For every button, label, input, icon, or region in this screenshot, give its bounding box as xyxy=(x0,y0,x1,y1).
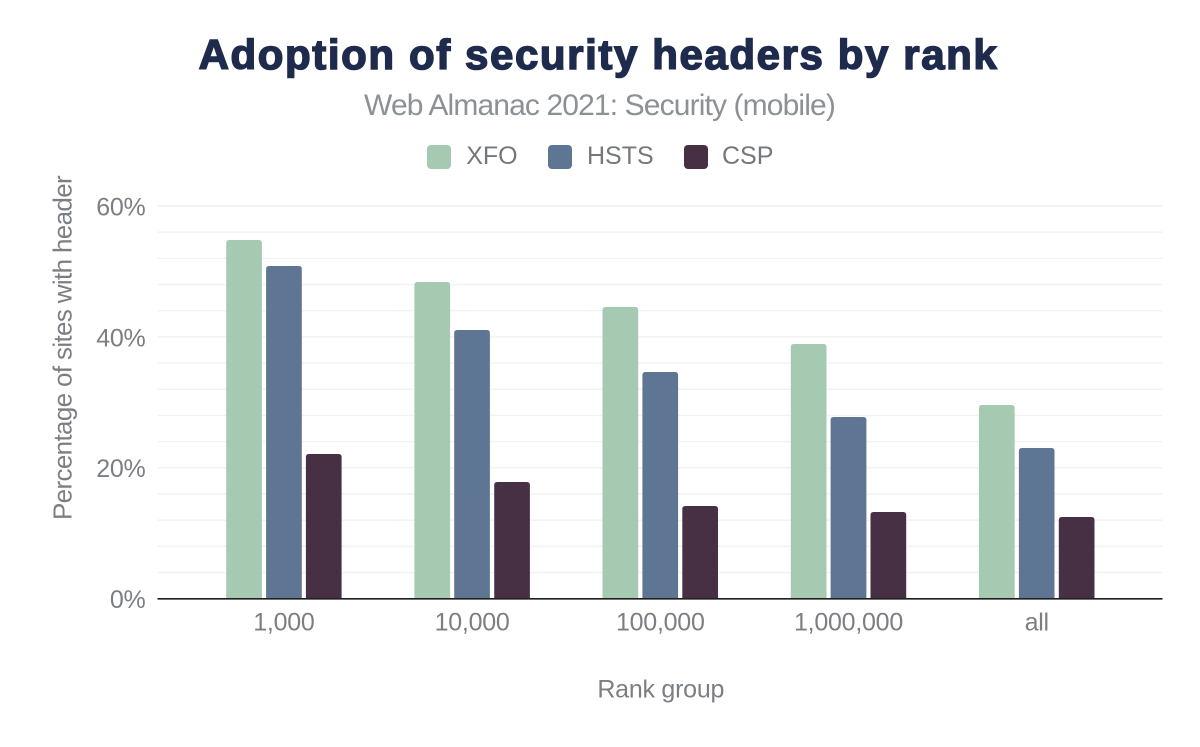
svg-text:20%: 20% xyxy=(96,455,145,483)
svg-text:Percentage of sites with heade: Percentage of sites with header xyxy=(48,175,78,520)
svg-text:Adoption of security headers b: Adoption of security headers by rank xyxy=(199,31,999,78)
svg-text:0%: 0% xyxy=(110,586,146,614)
svg-text:CSP: CSP xyxy=(722,142,773,170)
svg-text:1,000,000: 1,000,000 xyxy=(794,608,903,636)
svg-text:100,000: 100,000 xyxy=(616,608,705,636)
svg-text:1,000: 1,000 xyxy=(253,608,314,636)
svg-text:HSTS: HSTS xyxy=(587,142,654,170)
svg-text:Rank group: Rank group xyxy=(597,676,724,704)
svg-text:40%: 40% xyxy=(96,324,145,352)
svg-text:60%: 60% xyxy=(96,193,145,221)
svg-text:XFO: XFO xyxy=(466,142,517,170)
svg-text:all: all xyxy=(1025,608,1049,636)
svg-text:10,000: 10,000 xyxy=(435,608,510,636)
svg-text:Web Almanac 2021: Security (mo: Web Almanac 2021: Security (mobile) xyxy=(364,89,835,122)
